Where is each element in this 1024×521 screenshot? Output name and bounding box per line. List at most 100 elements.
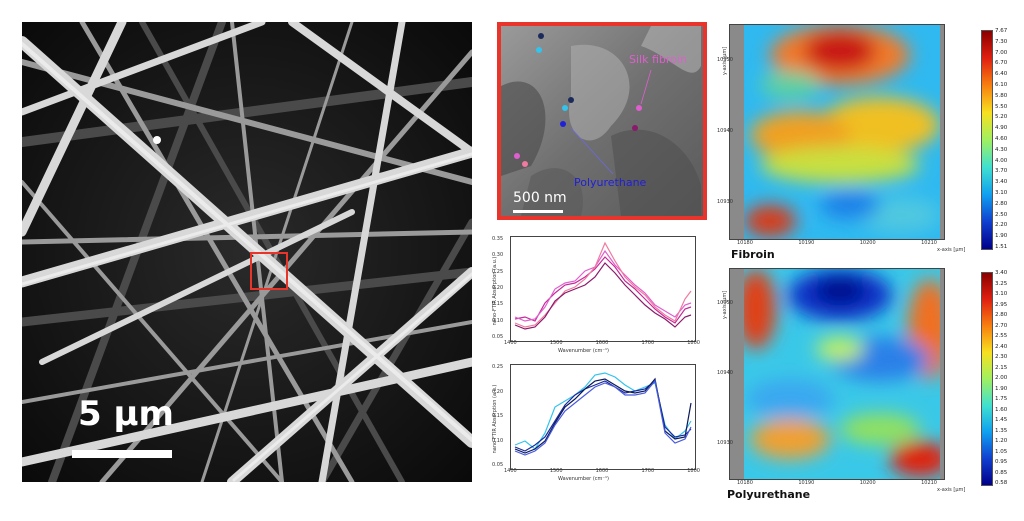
fibroin-ytick: 10940 — [717, 127, 733, 134]
spectra-bottom-axes — [510, 364, 696, 470]
fibroin-xtick: 10190 — [798, 240, 815, 246]
spectra-top-xtick: 1400 — [504, 340, 517, 346]
spectra-bottom-xlabel: Wavenumber (cm⁻¹) — [558, 476, 609, 482]
spectra-bottom-xticks: 1400 1500 1600 1700 1800 — [504, 468, 700, 474]
pu-cb-tick: 3.40 — [995, 270, 1008, 276]
fibroin-colorbar — [981, 30, 993, 250]
pu-cb-tick: 0.58 — [995, 480, 1008, 486]
pu-cb-tick: 1.90 — [995, 385, 1008, 392]
pu-title: Polyurethane — [727, 488, 811, 501]
pu-cb-tick: 1.75 — [995, 396, 1008, 402]
spectra-top-xtick: 1700 — [641, 340, 655, 346]
spectra-bottom-ytick: 0.05 — [492, 462, 504, 468]
spectra-bottom-xtick: 1500 — [549, 468, 563, 474]
fibroin-cb-tick: 3.70 — [995, 168, 1008, 175]
pu-heatmap-image — [730, 269, 944, 479]
pu-ytick: 10930 — [717, 440, 733, 446]
spectra-top-axes — [510, 236, 696, 342]
spectra-top-ytick: 0.30 — [492, 252, 504, 259]
fibroin-cb-tick: 7.00 — [995, 49, 1008, 56]
pu-colorbar — [981, 272, 993, 486]
fibroin-cb-tick: 6.70 — [995, 60, 1008, 67]
pu-cb-tick: 1.05 — [995, 448, 1008, 455]
fibroin-cb-tick: 7.30 — [995, 38, 1008, 45]
pu-ytick: 10940 — [717, 370, 733, 376]
pu-cb-tick: 2.40 — [995, 343, 1008, 350]
afm-image: Silk fibroin Polyurethane 500 nm — [497, 22, 707, 220]
fibroin-cb-tick: 5.50 — [995, 103, 1008, 110]
fibroin-yticks: 10950 10940 10930 — [717, 24, 733, 238]
spectra-top-xlabel: Wavenumber (cm⁻¹) — [558, 348, 609, 354]
pu-cb-tick: 2.30 — [995, 354, 1008, 360]
pu-cb-tick: 1.35 — [995, 427, 1008, 434]
pu-cb-tick: 3.25 — [995, 280, 1008, 287]
pu-cb-tick: 2.80 — [995, 312, 1008, 318]
pu-cb-tick: 2.00 — [995, 375, 1008, 381]
pu-xtick: 10180 — [737, 480, 753, 486]
fibroin-cb-tick: 1.90 — [995, 233, 1008, 240]
pu-cb-tick: 1.20 — [995, 438, 1008, 444]
spectra-top-yticks: 0.05 0.10 0.15 0.20 0.25 0.30 0.35 — [492, 236, 503, 340]
spectra-bottom-ytick: 0.10 — [492, 437, 504, 444]
sem-scale-bar — [72, 450, 172, 458]
afm-surface — [501, 26, 703, 216]
fibroin-cb-tick: 6.40 — [995, 71, 1008, 78]
fibroin-cb-tick: 2.80 — [995, 200, 1008, 207]
fibroin-cb-tick: 7.67 — [995, 28, 1008, 34]
fibroin-heatmap — [729, 24, 945, 240]
spectra-top-ytick: 0.20 — [492, 284, 504, 291]
fibroin-cb-tick: 2.20 — [995, 222, 1008, 229]
pu-cb-tick: 1.45 — [995, 417, 1008, 423]
pu-cb-tick: 3.10 — [995, 291, 1008, 297]
pu-xtick: 10210 — [921, 480, 937, 486]
spectra-bottom-yticks: 0.05 0.10 0.15 0.20 0.25 — [492, 364, 503, 468]
sem-image: 5 µm — [22, 22, 472, 482]
fibroin-ytick: 10950 — [717, 56, 733, 63]
fibroin-xtick: 10210 — [921, 240, 937, 246]
pu-cb-tick: 1.60 — [995, 406, 1008, 413]
fibroin-cb-tick: 4.30 — [995, 146, 1008, 153]
fibroin-cb-tick: 2.50 — [995, 211, 1008, 218]
spectra-top-ytick: 0.25 — [492, 268, 504, 275]
pu-cb-tick: 2.15 — [995, 364, 1008, 371]
spectra-top-curves — [514, 241, 692, 330]
polyurethane-label: Polyurethane — [574, 176, 647, 189]
spectra-bottom-curves — [514, 372, 692, 456]
spectra-top-xticks: 1400 1500 1600 1700 1800 — [504, 340, 700, 346]
pu-cb-tick: 0.95 — [995, 459, 1008, 465]
spectra-bottom-xtick: 1600 — [595, 468, 609, 474]
fibroin-xtick: 10180 — [737, 240, 753, 246]
spectra-top-ytick: 0.10 — [492, 317, 504, 324]
spectra-bottom-ytick: 0.20 — [492, 388, 504, 395]
fibroin-cb-tick: 3.40 — [995, 179, 1008, 186]
pu-heatmap — [729, 268, 945, 480]
spectra-top-ytick: 0.15 — [492, 301, 504, 308]
fibroin-cb-tick: 3.10 — [995, 189, 1008, 196]
spectra-bottom-ytick: 0.15 — [492, 413, 504, 419]
fibroin-map-panel: y-axis [µm] 10950 10940 10930 — [715, 22, 1020, 262]
spectra-top-xtick: 1500 — [549, 340, 563, 346]
spectra-top-xtick: 1800 — [687, 340, 700, 346]
pu-cb-tick: 2.70 — [995, 322, 1008, 329]
fibroin-cb-tick: 1.51 — [995, 243, 1008, 250]
fibroin-xticks: 10180 10190 10200 10210 — [737, 240, 937, 246]
sem-fibers — [22, 22, 472, 482]
pu-colorbar-ticks: 3.40 3.25 3.10 2.95 2.80 2.70 2.55 2.40 … — [995, 270, 1007, 486]
fibroin-cb-tick: 5.80 — [995, 92, 1008, 99]
pu-cb-tick: 2.95 — [995, 301, 1008, 308]
spectra-pu-plot: nano-FTIR Absorption (a.u.) 1400 1500 16… — [478, 360, 700, 488]
pu-map-panel: y-axis [µm] 10950 10940 — [715, 266, 1020, 516]
pu-xtick: 10200 — [859, 480, 876, 486]
zoom-region-box — [250, 252, 288, 290]
pu-cb-tick: 0.85 — [995, 469, 1008, 476]
spectra-top-ytick: 0.05 — [492, 333, 504, 340]
fibroin-cb-tick: 6.10 — [995, 81, 1008, 88]
spectra-bottom-xtick: 1800 — [687, 468, 700, 474]
fibroin-xaxis-label: x-axis [µm] — [937, 247, 966, 253]
spectra-bottom-xtick: 1400 — [504, 468, 517, 474]
fibroin-colorbar-ticks: 7.67 7.30 7.00 6.70 6.40 6.10 5.80 5.50 … — [995, 28, 1007, 250]
fibroin-cb-tick: 5.20 — [995, 114, 1008, 121]
fibroin-cb-tick: 4.00 — [995, 157, 1008, 164]
fibroin-cb-tick: 4.90 — [995, 125, 1008, 132]
spectra-fibroin-plot: nano-FTIR Absorption (a.u.) 1400 1500 16… — [478, 232, 700, 360]
